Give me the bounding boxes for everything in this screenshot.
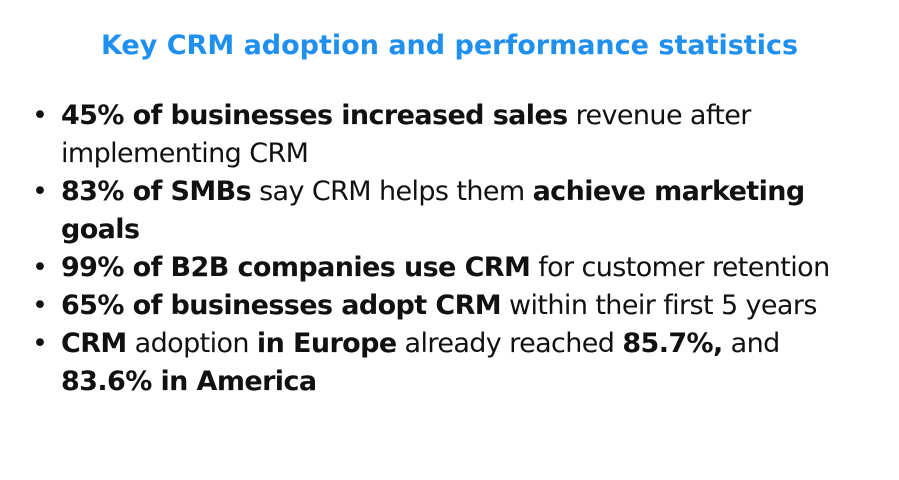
text-segment: revenue after implementing CRM <box>61 100 751 169</box>
bold-text-segment: 83.6% in America <box>61 366 317 397</box>
text-segment: within their first 5 years <box>501 290 817 321</box>
text-segment: say CRM helps them <box>251 176 533 207</box>
bullet-icon: • <box>32 176 48 207</box>
list-item: • 83% of SMBs say CRM helps them achieve … <box>32 173 872 249</box>
list-item: • 99% of B2B companies use CRM for custom… <box>32 249 872 287</box>
list-item: • 65% of businesses adopt CRM within thei… <box>32 287 872 325</box>
bold-text-segment: 83% of SMBs <box>61 176 252 207</box>
bold-text-segment: 99% of B2B companies use CRM <box>61 252 531 283</box>
text-segment: and <box>722 328 781 359</box>
statistics-list: • 45% of businesses increased sales reven… <box>32 97 872 401</box>
bold-text-segment: 45% of businesses increased sales <box>61 100 568 131</box>
page-title: Key CRM adoption and performance statist… <box>100 30 799 61</box>
bold-text-segment: achieve marketing goals <box>61 176 805 245</box>
bullet-icon: • <box>32 328 48 359</box>
bold-text-segment: CRM <box>61 328 127 359</box>
bullet-icon: • <box>32 290 48 321</box>
text-segment: for customer retention <box>530 252 830 283</box>
list-item: • 45% of businesses increased sales reven… <box>32 97 872 173</box>
text-segment: already reached <box>396 328 623 359</box>
bullet-icon: • <box>32 100 48 131</box>
text-segment: adoption <box>126 328 257 359</box>
list-item: • CRM adoption in Europe already reached … <box>32 325 872 401</box>
bold-text-segment: 85.7%, <box>622 328 723 359</box>
bold-text-segment: 65% of businesses adopt CRM <box>61 290 502 321</box>
bullet-icon: • <box>32 252 48 283</box>
bold-text-segment: in Europe <box>256 328 397 359</box>
